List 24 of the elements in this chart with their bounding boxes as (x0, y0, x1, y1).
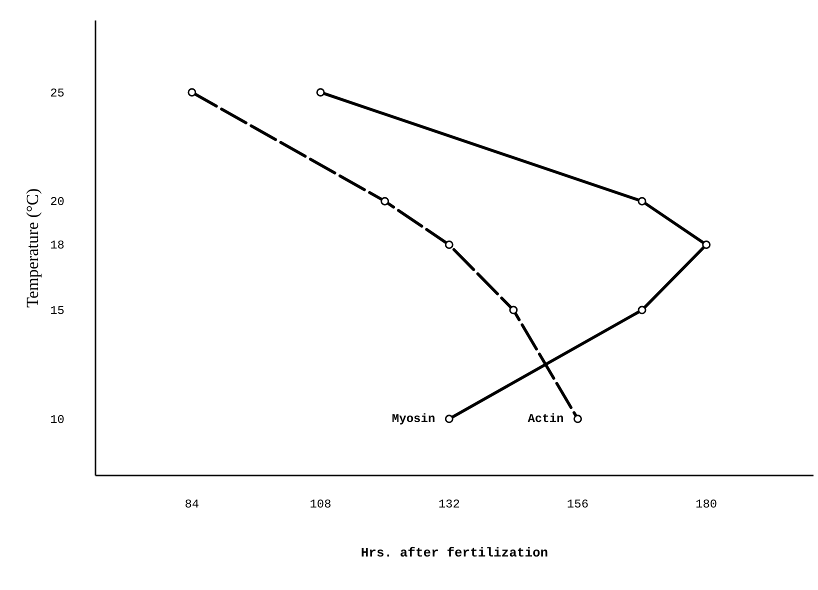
x-tick-label: 84 (184, 498, 200, 512)
point (316, 88, 325, 97)
series-label: Myosin (392, 412, 436, 426)
point (444, 414, 454, 424)
point (702, 240, 711, 249)
point (188, 88, 196, 97)
x-tick-label: 132 (438, 498, 460, 512)
y-axis-title: Temperature (°C) (23, 188, 42, 308)
x-tick-label: 108 (310, 498, 332, 512)
y-tick-label: 20 (50, 195, 65, 210)
x-tick-label: 156 (566, 498, 589, 512)
y-tick-label: 25 (50, 86, 65, 100)
x-tick-label: 180 (696, 498, 718, 512)
y-tick-label: 18 (50, 238, 65, 253)
x-axis-title: Hrs. after fertilization (360, 546, 548, 560)
point (444, 240, 454, 249)
series-label: Actin (528, 412, 564, 426)
point (380, 196, 390, 206)
point (509, 306, 518, 314)
y-tick-label: 10 (50, 412, 65, 427)
point (573, 414, 582, 424)
point (638, 306, 646, 314)
point (638, 196, 646, 206)
y-tick-label: 15 (50, 304, 65, 318)
